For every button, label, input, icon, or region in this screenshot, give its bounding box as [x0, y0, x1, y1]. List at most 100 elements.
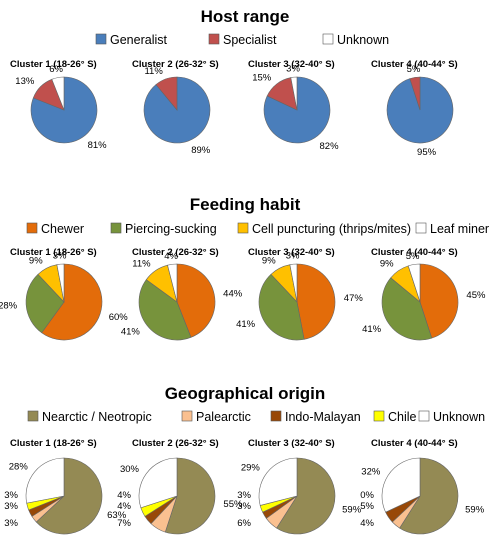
pie-slice [381, 277, 433, 341]
slice-label: 41% [121, 326, 141, 337]
slice-label: 95% [417, 147, 437, 158]
slice-label: 3% [237, 490, 251, 501]
pie-slice [56, 263, 65, 303]
pie-title: Cluster 2 (26-32° S) [132, 59, 219, 70]
legend-swatch [322, 33, 334, 45]
legend-label: Palearctic [196, 410, 251, 424]
legend-swatch [237, 222, 249, 234]
pie-slice [164, 457, 216, 535]
pie-slice [138, 457, 178, 509]
slice-label: 59% [342, 505, 362, 516]
slice-label: 41% [362, 324, 382, 335]
slice-label: 41% [236, 319, 256, 330]
pie-slice [289, 263, 298, 303]
legend-swatch [27, 410, 39, 422]
chart-title: Host range [201, 7, 290, 26]
slice-label: 44% [223, 289, 243, 300]
slice-label: 15% [252, 72, 272, 83]
pie-chart: Cluster 2 (26-32° S) 89% 11% [132, 59, 219, 156]
slice-label: 6% [237, 518, 251, 529]
slice-label: 9% [380, 259, 394, 270]
pie-slice [419, 263, 459, 339]
slice-label: 29% [241, 463, 261, 474]
legend-swatch [181, 410, 193, 422]
legend-label: Nearctic / Neotropic [42, 410, 152, 424]
legend-label: Chewer [41, 222, 84, 236]
pie-slice [381, 457, 421, 513]
legend-label: Generalist [110, 33, 167, 47]
pie-title: Cluster 1 (18-26° S) [10, 247, 97, 258]
slice-label: 3% [53, 251, 67, 262]
slice-label: 3% [4, 501, 18, 512]
slice-label: 47% [344, 293, 364, 304]
slice-label: 28% [0, 300, 18, 311]
slice-label: 60% [109, 312, 129, 323]
legend-label: Specialist [223, 33, 277, 47]
slice-label: 28% [9, 462, 29, 473]
pie-title: Cluster 4 (40-44° S) [371, 438, 458, 449]
chart-title: Feeding habit [190, 195, 301, 214]
slice-label: 81% [88, 140, 108, 151]
pie-slice [155, 76, 178, 111]
pie-slice [167, 263, 178, 303]
pie-slice [407, 263, 421, 303]
slice-label: 3% [237, 501, 251, 512]
slice-label: 3% [4, 518, 18, 529]
legend-swatch [270, 410, 282, 422]
legend-label: Indo-Malayan [285, 410, 361, 424]
slice-label: 63% [107, 510, 127, 521]
pie-chart: Cluster 3 (32-40° S) 47% 41% 9% 3% [236, 247, 364, 341]
pie-slice [138, 279, 192, 341]
chart-panel-0: Host range Generalist Specialist Unknown Clu… [10, 7, 458, 158]
legend-swatch [26, 222, 38, 234]
slice-label: 4% [360, 518, 374, 529]
pie-title: Cluster 1 (18-26° S) [10, 438, 97, 449]
pie-title: Cluster 3 (32-40° S) [248, 438, 335, 449]
pie-chart: Cluster 3 (32-40° S) 82% 15% 3% [248, 59, 339, 152]
legend-label: Piercing-sucking [125, 222, 217, 236]
slice-label: 9% [262, 256, 276, 267]
chart-panel-2: Geographical origin Nearctic / Neotropic P… [4, 384, 485, 535]
pie-chart: Cluster 2 (26-32° S) 55% 7% 4%4% 30% [117, 438, 243, 535]
pie-slice [25, 457, 65, 504]
slice-label: 11% [132, 259, 151, 270]
slice-label: 82% [320, 141, 340, 152]
pie-slice [51, 76, 65, 111]
slice-label: 59% [465, 505, 485, 516]
legend-swatch [415, 222, 427, 234]
pie-chart: Cluster 3 (32-40° S) 59% 6% 3%3% 29% [237, 438, 362, 535]
legend-label: Unknown [337, 33, 389, 47]
pie-slice [290, 76, 298, 111]
slice-label: 6% [49, 64, 63, 75]
pie-chart: Cluster 2 (26-32° S) 44% 41% 11% 4% [121, 247, 243, 341]
pie-title: Cluster 3 (32-40° S) [248, 247, 335, 258]
pie-title: Cluster 2 (26-32° S) [132, 438, 219, 449]
pie-slice [276, 457, 336, 535]
pie-title: Cluster 1 (18-26° S) [10, 59, 97, 70]
legend-swatch [95, 33, 107, 45]
pie-slice [25, 273, 65, 334]
pie-slice [258, 457, 298, 506]
pie-title: Cluster 3 (32-40° S) [248, 59, 335, 70]
legend-label: Leaf miner [430, 222, 489, 236]
pie-slice [258, 273, 305, 341]
pie-chart: Cluster 4 (40-44° S) 59% 4% 5%0% 32% [360, 438, 485, 535]
slice-label: 3% [286, 64, 300, 75]
legend-swatch [110, 222, 122, 234]
slice-label: 5% [406, 251, 420, 262]
pie-title: Cluster 4 (40-44° S) [371, 247, 458, 258]
pie-chart: Cluster 1 (18-26° S) 60% 28% 9% 3% [0, 247, 129, 341]
pie-title: Cluster 2 (26-32° S) [132, 247, 219, 258]
slice-label: 55% [223, 499, 243, 510]
slice-label: 0% [360, 490, 374, 501]
slice-label: 13% [15, 76, 35, 87]
slice-label: 4% [164, 251, 178, 262]
pie-chart: Cluster 1 (18-26° S) 81% 13% 6% [10, 59, 107, 151]
slice-label: 7% [117, 518, 131, 529]
slice-label: 89% [191, 145, 211, 156]
legend-label: Unknown [433, 410, 485, 424]
slice-label: 5% [407, 64, 421, 75]
pie-chart: Cluster 1 (18-26° S)63%3%3%3%28% [4, 438, 127, 535]
slice-label: 32% [361, 466, 381, 477]
